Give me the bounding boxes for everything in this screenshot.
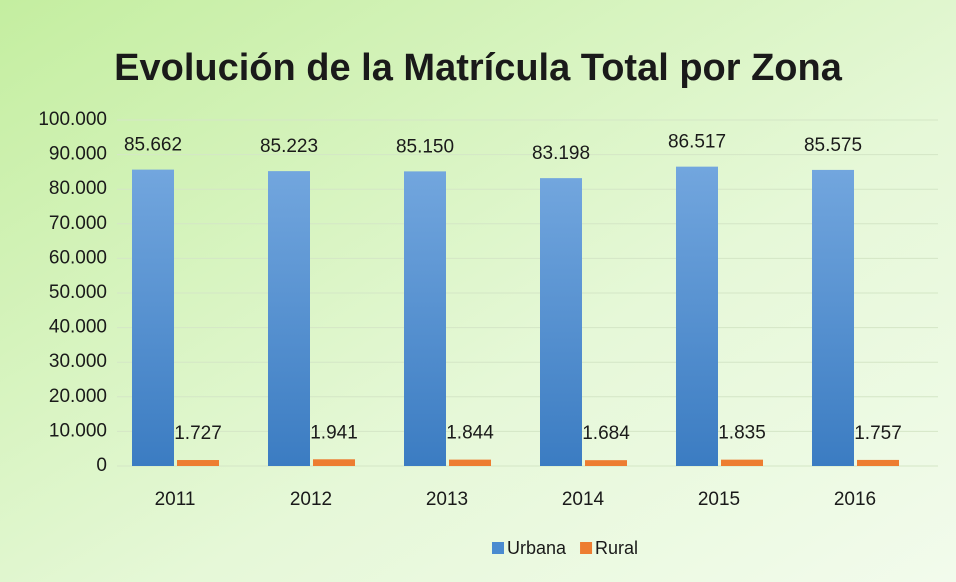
x-tick-label: 2011 [155, 489, 196, 510]
legend-label: Urbana [507, 538, 567, 558]
bar [857, 459, 899, 466]
bar [585, 460, 627, 466]
bar [404, 171, 446, 467]
data-label: 85.150 [396, 136, 454, 157]
y-tick-label: 40.000 [49, 317, 107, 338]
data-label: 85.662 [124, 135, 182, 156]
data-label: 83.198 [532, 143, 590, 164]
chart-title: Evolución de la Matrícula Total por Zona [114, 47, 843, 89]
x-tick-label: 2015 [698, 489, 740, 510]
bar [676, 166, 718, 466]
y-tick-label: 30.000 [49, 351, 107, 372]
bar [132, 169, 174, 466]
y-tick-label: 0 [96, 455, 107, 476]
y-tick-label: 60.000 [49, 247, 107, 268]
bar [540, 178, 582, 466]
legend-swatch [580, 542, 593, 554]
data-label: 1.844 [446, 423, 494, 444]
bar [313, 459, 355, 466]
data-label: 85.575 [804, 135, 862, 156]
data-label: 85.223 [260, 136, 318, 157]
data-label: 1.835 [718, 423, 766, 444]
bar [268, 171, 310, 466]
x-tick-label: 2013 [426, 489, 468, 510]
x-tick-label: 2016 [834, 489, 876, 510]
y-tick-label: 20.000 [49, 386, 107, 407]
y-tick-label: 10.000 [49, 420, 107, 441]
data-label: 1.941 [310, 422, 358, 443]
y-tick-label: 50.000 [49, 282, 107, 303]
y-tick-label: 90.000 [49, 144, 107, 165]
data-label: 86.517 [668, 132, 726, 153]
bar [449, 459, 491, 466]
y-tick-label: 100.000 [38, 109, 107, 130]
legend-label: Rural [595, 538, 638, 558]
bar [812, 169, 854, 466]
y-tick-label: 70.000 [49, 213, 107, 234]
y-tick-label: 80.000 [49, 178, 107, 199]
bar [721, 459, 763, 466]
bar [177, 460, 219, 466]
data-label: 1.757 [854, 423, 902, 444]
x-tick-label: 2012 [290, 489, 332, 510]
legend-swatch [492, 542, 504, 554]
data-label: 1.727 [174, 423, 222, 444]
x-tick-label: 2014 [562, 489, 605, 510]
data-label: 1.684 [582, 423, 630, 444]
